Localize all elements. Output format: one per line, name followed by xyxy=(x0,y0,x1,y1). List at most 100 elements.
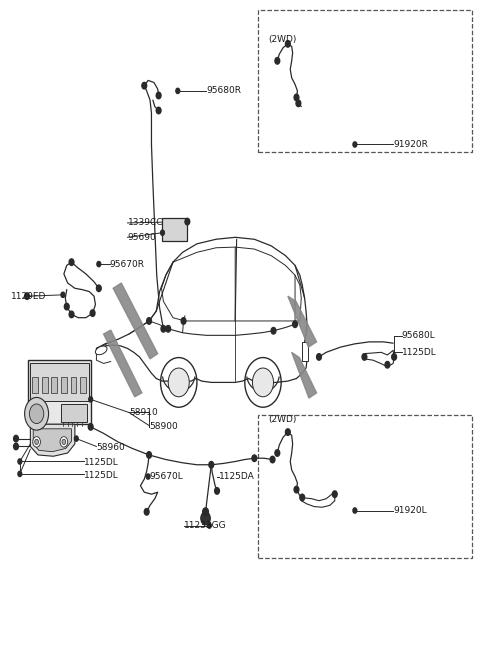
Circle shape xyxy=(33,437,40,447)
Circle shape xyxy=(160,230,164,235)
Bar xyxy=(80,377,86,393)
Circle shape xyxy=(294,94,299,101)
Circle shape xyxy=(203,508,208,515)
Text: 95680R: 95680R xyxy=(206,86,241,96)
Bar xyxy=(302,342,308,362)
Circle shape xyxy=(185,218,190,225)
Circle shape xyxy=(60,437,68,447)
Bar xyxy=(32,377,38,393)
Bar xyxy=(60,404,87,422)
Text: 1125DL: 1125DL xyxy=(84,471,119,479)
Text: 58960: 58960 xyxy=(96,443,125,452)
Circle shape xyxy=(275,58,280,64)
Polygon shape xyxy=(292,352,317,398)
Circle shape xyxy=(24,398,48,430)
Circle shape xyxy=(69,311,74,318)
Bar xyxy=(71,377,76,393)
Circle shape xyxy=(201,512,210,525)
Circle shape xyxy=(96,285,101,291)
Circle shape xyxy=(207,523,211,528)
Bar xyxy=(162,218,187,241)
Circle shape xyxy=(215,487,219,494)
Circle shape xyxy=(18,472,22,477)
Circle shape xyxy=(353,142,357,147)
Text: 1125DA: 1125DA xyxy=(219,472,255,481)
Text: 95680L: 95680L xyxy=(402,331,435,341)
Circle shape xyxy=(74,436,78,441)
Circle shape xyxy=(275,450,280,457)
Circle shape xyxy=(146,474,150,479)
Circle shape xyxy=(392,354,396,360)
Circle shape xyxy=(13,436,18,442)
Bar xyxy=(30,363,89,401)
Bar xyxy=(61,377,67,393)
Polygon shape xyxy=(104,330,142,397)
Bar xyxy=(51,377,57,393)
Text: 1339CC: 1339CC xyxy=(128,218,163,227)
Circle shape xyxy=(296,100,301,107)
Circle shape xyxy=(61,292,65,297)
Circle shape xyxy=(64,303,69,310)
Bar xyxy=(258,415,472,557)
Circle shape xyxy=(176,88,180,94)
Text: 91920L: 91920L xyxy=(393,506,427,515)
Circle shape xyxy=(69,259,74,265)
Circle shape xyxy=(24,293,29,299)
Circle shape xyxy=(160,358,197,407)
Circle shape xyxy=(332,491,337,497)
Bar xyxy=(28,360,91,424)
Circle shape xyxy=(317,354,322,360)
Ellipse shape xyxy=(96,346,107,355)
Circle shape xyxy=(293,321,298,328)
Circle shape xyxy=(245,358,281,407)
Text: 1125DL: 1125DL xyxy=(84,458,119,467)
Circle shape xyxy=(89,397,93,402)
Circle shape xyxy=(252,368,274,397)
Circle shape xyxy=(62,440,66,445)
Circle shape xyxy=(97,261,101,267)
Circle shape xyxy=(300,494,305,500)
Circle shape xyxy=(147,318,152,324)
Text: (2WD): (2WD) xyxy=(268,35,296,45)
Text: 95670L: 95670L xyxy=(149,472,183,481)
Circle shape xyxy=(209,462,214,468)
Circle shape xyxy=(156,107,161,114)
Circle shape xyxy=(270,457,275,463)
Circle shape xyxy=(286,41,290,47)
Text: 95670R: 95670R xyxy=(110,259,145,269)
Circle shape xyxy=(294,486,299,493)
Bar xyxy=(258,10,472,153)
Text: 11233GG: 11233GG xyxy=(183,521,226,530)
Circle shape xyxy=(147,452,152,458)
Polygon shape xyxy=(113,283,157,359)
Text: 95690: 95690 xyxy=(128,233,156,242)
Circle shape xyxy=(168,368,189,397)
Polygon shape xyxy=(30,424,75,457)
Circle shape xyxy=(181,318,186,324)
Circle shape xyxy=(161,326,166,332)
Circle shape xyxy=(286,429,290,436)
Text: 58910: 58910 xyxy=(129,408,158,417)
Text: 1125DL: 1125DL xyxy=(402,348,436,357)
Polygon shape xyxy=(33,429,72,452)
Circle shape xyxy=(88,424,93,430)
Text: 1129ED: 1129ED xyxy=(11,291,47,301)
Circle shape xyxy=(353,508,357,513)
Circle shape xyxy=(13,443,18,450)
Circle shape xyxy=(166,326,170,332)
Circle shape xyxy=(35,440,38,445)
Text: 58900: 58900 xyxy=(149,422,178,432)
Circle shape xyxy=(29,404,44,424)
Circle shape xyxy=(18,459,22,464)
Polygon shape xyxy=(288,296,317,347)
Circle shape xyxy=(156,92,161,99)
Circle shape xyxy=(144,508,149,515)
Text: (2WD): (2WD) xyxy=(268,415,296,424)
Text: 91920R: 91920R xyxy=(393,140,428,149)
Circle shape xyxy=(252,455,257,462)
Bar xyxy=(42,377,48,393)
Circle shape xyxy=(90,310,95,316)
Circle shape xyxy=(271,328,276,334)
Circle shape xyxy=(362,354,367,360)
Circle shape xyxy=(385,362,390,368)
